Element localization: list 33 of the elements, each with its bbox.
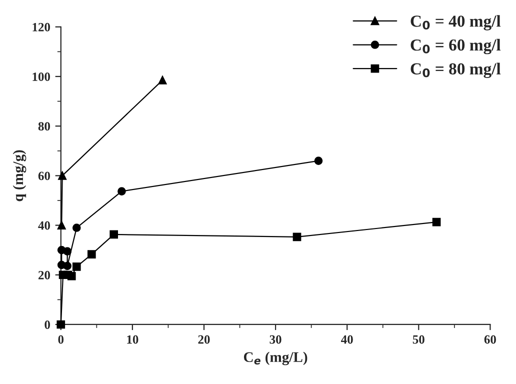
x-tick-label: 50 xyxy=(412,335,424,344)
point xyxy=(67,272,76,280)
point xyxy=(118,187,126,196)
point xyxy=(292,232,302,242)
point xyxy=(158,76,167,84)
x-tick-label: 30 xyxy=(270,335,282,344)
y-tick-label: 120 xyxy=(32,22,50,32)
point xyxy=(63,247,72,256)
point xyxy=(314,156,323,165)
y-tick-label: 80 xyxy=(38,122,50,131)
y-tick-label: 60 xyxy=(38,172,50,180)
x-axis-title: C$_{e}$ (mg/L) xyxy=(244,352,308,366)
y-tick-label: 40 xyxy=(38,221,50,230)
point xyxy=(72,224,81,232)
point xyxy=(432,218,441,226)
point xyxy=(58,172,66,180)
x-tick-label: 40 xyxy=(341,335,353,344)
point xyxy=(72,262,81,271)
point xyxy=(57,221,66,230)
point xyxy=(110,230,118,239)
y-tick-label: 20 xyxy=(38,270,50,280)
point xyxy=(63,262,72,270)
y-tick-label: 100 xyxy=(32,72,50,81)
legend-label: C$_{0}$ = 80 mg/l xyxy=(410,62,501,78)
legend-label: C$_{0}$ = 60 mg/l xyxy=(410,38,501,54)
y-axis-title: q (mg/g) xyxy=(12,150,26,202)
y-tick-label: 0 xyxy=(44,320,50,329)
legend-label: C$_{0}$ = 40 mg/l xyxy=(410,15,501,30)
x-tick-label: 0 xyxy=(58,335,64,344)
x-tick-label: 60 xyxy=(484,335,496,344)
point xyxy=(87,250,96,258)
x-tick-label: 10 xyxy=(127,335,138,344)
x-tick-label: 20 xyxy=(198,335,210,344)
